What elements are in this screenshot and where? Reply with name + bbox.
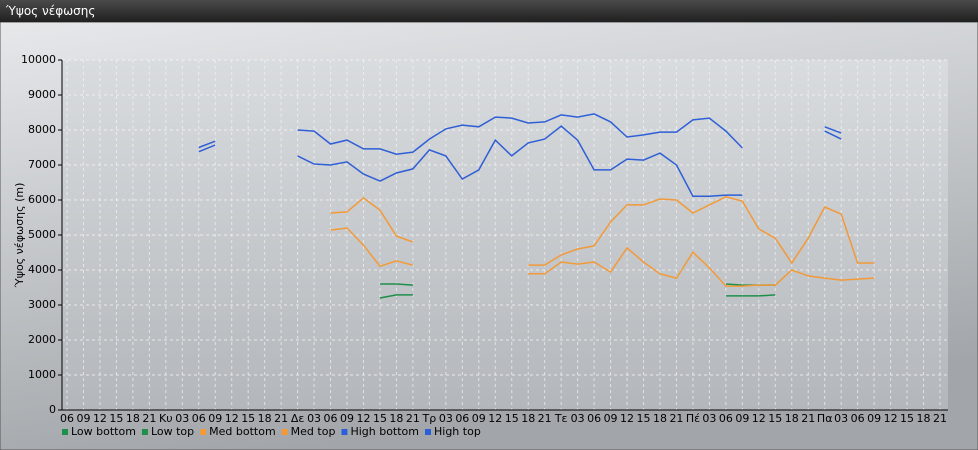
y-tick-label: 10000 — [21, 53, 56, 66]
x-tick-label: 12 — [488, 412, 502, 425]
x-tick-label: 21 — [933, 412, 947, 425]
x-tick-label: 03 — [702, 412, 716, 425]
x-tick-label: 03 — [571, 412, 585, 425]
legend-label: High bottom — [350, 425, 419, 438]
y-tick-label: 8000 — [28, 123, 56, 136]
x-tick-label: 06 — [587, 412, 601, 425]
x-tick-label: 09 — [76, 412, 90, 425]
y-tick-label: 2000 — [28, 333, 56, 346]
x-tick-label: 06 — [851, 412, 865, 425]
x-tick-label: Τε — [554, 412, 568, 425]
series-line — [198, 125, 842, 197]
x-tick-label: 15 — [900, 412, 914, 425]
x-tick-label: 06 — [60, 412, 74, 425]
x-tick-label: 18 — [785, 412, 799, 425]
x-tick-label: 09 — [472, 412, 486, 425]
legend-label: Med top — [291, 425, 336, 438]
x-tick-label: 18 — [126, 412, 140, 425]
y-tick-label: 3000 — [28, 298, 56, 311]
x-tick-label: 21 — [669, 412, 683, 425]
x-tick-label: 15 — [373, 412, 387, 425]
x-tick-label: 21 — [406, 412, 420, 425]
legend-label: Med bottom — [209, 425, 276, 438]
x-tick-label: 03 — [439, 412, 453, 425]
series-line — [330, 196, 875, 266]
x-tick-label: 06 — [324, 412, 338, 425]
x-tick-label: 09 — [867, 412, 881, 425]
legend-marker — [281, 429, 288, 435]
x-tick-label: 12 — [93, 412, 107, 425]
x-tick-label: 12 — [752, 412, 766, 425]
x-tick-label: 18 — [258, 412, 272, 425]
x-tick-label: Κυ — [159, 412, 173, 425]
y-tick-label: 6000 — [28, 193, 56, 206]
x-tick-label: 18 — [521, 412, 535, 425]
x-tick-label: 18 — [653, 412, 667, 425]
series-line — [330, 227, 875, 287]
series-line — [379, 294, 776, 299]
x-tick-label: 06 — [455, 412, 469, 425]
x-tick-label: 21 — [142, 412, 156, 425]
y-tick-label: 4000 — [28, 263, 56, 276]
legend-marker — [341, 429, 348, 435]
series-line — [198, 113, 842, 155]
x-tick-label: 15 — [637, 412, 651, 425]
x-tick-label: 12 — [620, 412, 634, 425]
chart: Ύψος νέφωσης (m) 06 09 12 15 18 21 Κυ 03 06 09 12 1… — [0, 22, 978, 450]
x-tick-label: 15 — [768, 412, 782, 425]
x-tick-label: 06 — [192, 412, 206, 425]
legend-marker — [200, 429, 207, 435]
legend-label: Low top — [151, 425, 194, 438]
y-tick-label: 7000 — [28, 158, 56, 171]
x-tick-label: 09 — [735, 412, 749, 425]
window-title: Ύψος νέφωσης — [0, 0, 978, 22]
legend-marker — [425, 429, 431, 435]
x-tick-label: 15 — [505, 412, 519, 425]
legend-marker — [141, 429, 148, 435]
x-tick-label: Πέ — [686, 412, 700, 425]
x-tick-label: 12 — [225, 412, 239, 425]
x-tick-label: 03 — [307, 412, 321, 425]
x-tick-label: 21 — [538, 412, 552, 425]
x-tick-label: 12 — [884, 412, 898, 425]
x-tick-label: 06 — [719, 412, 733, 425]
x-tick-label: 15 — [241, 412, 255, 425]
x-tick-label: 09 — [340, 412, 354, 425]
y-tick-label: 0 — [49, 403, 56, 416]
x-tick-label: 03 — [175, 412, 189, 425]
legend-marker — [62, 429, 68, 435]
y-tick-label: 1000 — [28, 368, 56, 381]
x-tick-label: 15 — [109, 412, 123, 425]
x-tick-label: 21 — [801, 412, 815, 425]
x-tick-label: 09 — [604, 412, 618, 425]
y-tick-label: 5000 — [28, 228, 56, 241]
x-tick-label: 09 — [208, 412, 222, 425]
legend-label: High top — [434, 425, 481, 438]
x-tick-label: Δε — [291, 412, 305, 425]
x-tick-label: 18 — [389, 412, 403, 425]
y-tick-label: 9000 — [28, 88, 56, 101]
x-tick-label: Τρ — [422, 412, 437, 425]
y-axis-label: Ύψος νέφωσης (m) — [13, 183, 26, 289]
x-tick-label: Πα — [817, 412, 833, 425]
x-tick-label: 03 — [834, 412, 848, 425]
x-tick-label: 21 — [274, 412, 288, 425]
x-tick-label: 18 — [917, 412, 931, 425]
legend-label: Low bottom — [71, 425, 136, 438]
x-tick-label: 12 — [356, 412, 370, 425]
